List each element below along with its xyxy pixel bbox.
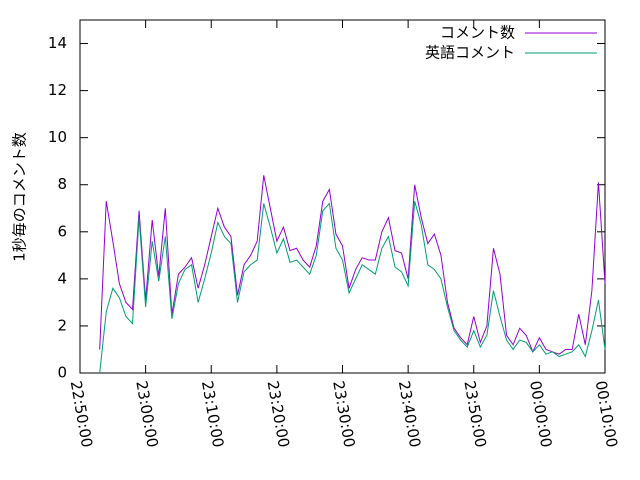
y-tick-label: 12 xyxy=(48,81,67,99)
x-tick-label: 23:40:00 xyxy=(395,379,424,448)
series-line xyxy=(99,201,606,374)
x-tick-label: 23:00:00 xyxy=(132,379,161,448)
y-tick-label: 4 xyxy=(57,269,67,287)
y-tick-label: 6 xyxy=(57,222,67,240)
x-tick-label: 00:10:00 xyxy=(592,379,621,448)
x-tick-label: 00:00:00 xyxy=(526,379,555,448)
x-tick-label: 23:20:00 xyxy=(264,379,293,448)
legend-label: コメント数 xyxy=(440,24,515,42)
plot-frame xyxy=(79,19,606,374)
y-tick-label: 2 xyxy=(57,316,67,334)
x-tick-label: 22:50:00 xyxy=(67,379,96,448)
series-line xyxy=(99,175,606,355)
y-tick-label: 0 xyxy=(57,364,67,382)
x-tick-label: 23:30:00 xyxy=(329,379,358,448)
y-axis-label: 1秒毎のコメント数 xyxy=(11,132,29,262)
x-tick-label: 23:10:00 xyxy=(198,379,227,448)
y-tick-label: 10 xyxy=(48,128,67,146)
x-tick-label: 23:50:00 xyxy=(460,379,489,448)
legend-label: 英語コメント xyxy=(425,44,515,62)
y-tick-label: 14 xyxy=(48,34,67,52)
y-tick-label: 8 xyxy=(57,175,67,193)
